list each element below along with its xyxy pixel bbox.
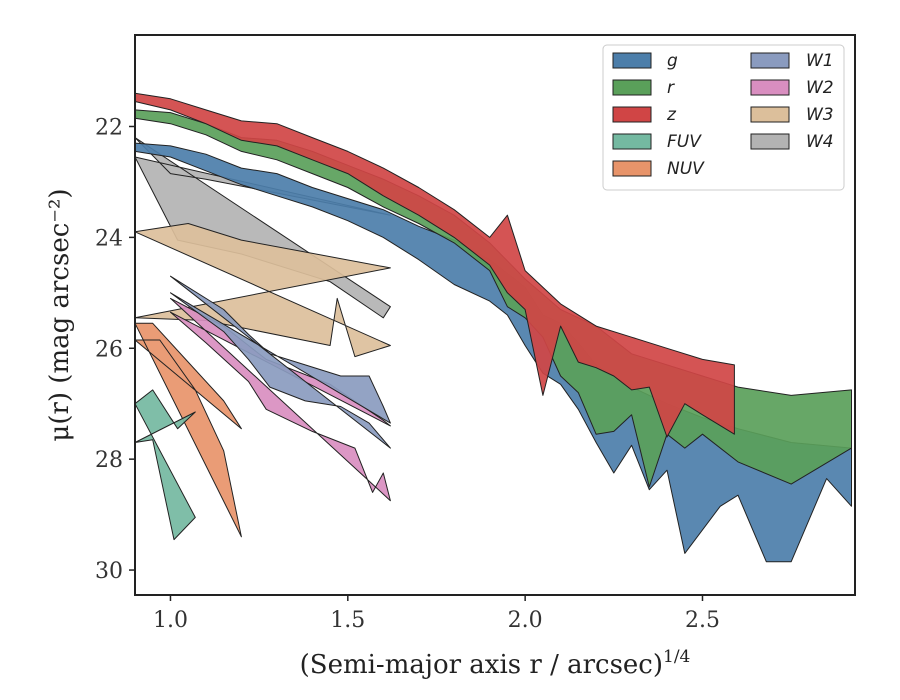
legend-swatch-w3 xyxy=(750,106,790,123)
legend-label-fuv: FUV xyxy=(667,132,702,152)
legend-swatch-fuv xyxy=(612,133,652,150)
x-tick-label: 2.5 xyxy=(685,608,720,633)
y-axis: 22 24 26 28 30 xyxy=(95,115,135,584)
x-axis-title-text: (Semi-major axis r / arcsec) xyxy=(300,650,663,680)
legend-label-r: r xyxy=(667,78,675,98)
legend-swatch-r xyxy=(612,79,652,96)
plot-frame xyxy=(134,34,856,596)
y-tick-label: 26 xyxy=(95,337,123,362)
legend-label-z: z xyxy=(666,105,677,125)
x-axis-title-exponent: 1/4 xyxy=(663,647,690,667)
legend: grz FUV NUV W1 W2 W3 W4 xyxy=(602,44,845,191)
band-w1 xyxy=(170,275,391,449)
legend-label-w2: W2 xyxy=(806,78,834,98)
legend-label-g: g xyxy=(667,51,678,71)
legend-label-nuv: NUV xyxy=(667,159,705,179)
y-axis-title: μ(r) (mag arcsec⁻²) xyxy=(45,188,75,441)
legend-label-w4: W4 xyxy=(806,132,834,152)
x-tick-label: 1.5 xyxy=(330,608,365,633)
x-tick-label: 1.0 xyxy=(153,608,188,633)
legend-swatch-z xyxy=(612,106,652,123)
legend-swatch-w1 xyxy=(750,52,790,69)
band-w2 xyxy=(170,297,391,502)
legend-swatch-w2 xyxy=(750,79,790,96)
y-tick-label: 22 xyxy=(95,115,123,140)
band-g xyxy=(134,142,852,563)
legend-label-w1: W1 xyxy=(806,51,834,71)
legend-swatch-w4 xyxy=(750,133,790,150)
band-z xyxy=(134,92,735,438)
y-tick-label: 24 xyxy=(95,226,123,251)
x-axis-title: (Semi-major axis r / arcsec)1/4 xyxy=(300,647,691,680)
legend-swatch-nuv xyxy=(612,160,652,177)
y-tick-label: 28 xyxy=(95,448,123,473)
legend-label-w3: W3 xyxy=(806,105,834,125)
x-tick-label: 2.0 xyxy=(508,608,543,633)
x-axis: 1.0 1.5 2.0 2.5 xyxy=(153,595,720,633)
band-layer xyxy=(134,92,852,563)
legend-swatch-g xyxy=(612,52,652,69)
y-tick-label: 30 xyxy=(95,559,123,584)
